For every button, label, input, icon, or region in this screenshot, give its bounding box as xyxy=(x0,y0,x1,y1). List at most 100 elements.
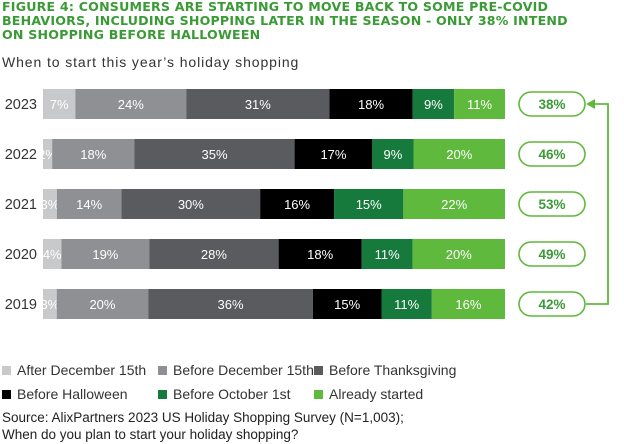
bar-segment-already-started-2023 xyxy=(454,89,505,119)
total-pill-2020 xyxy=(518,241,586,267)
bar-segment-before-dec15-2019 xyxy=(56,289,149,319)
data-label-already-started-2019: 16% xyxy=(455,297,481,312)
data-label-before-halloween-2022: 17% xyxy=(320,147,346,162)
legend-item-before-oct1: Before October 1st xyxy=(158,386,314,402)
trend-arrow xyxy=(586,99,609,305)
legend-swatch-before-oct1 xyxy=(158,389,167,399)
trend-arrow-line xyxy=(586,103,609,305)
legend-swatch-after-dec15 xyxy=(2,365,11,375)
bar-segment-before-dec15-2023 xyxy=(75,89,187,119)
legend-item-already-started: Already started xyxy=(314,386,472,402)
bar-segment-before-halloween-2023 xyxy=(329,89,413,119)
bar-segment-before-oct1-2023 xyxy=(412,89,455,119)
total-pill-2022 xyxy=(518,141,586,167)
bar-segment-before-oct1-2022 xyxy=(372,139,414,169)
total-label-2022: 46% xyxy=(538,147,565,162)
data-label-before-oct1-2021: 15% xyxy=(356,197,382,212)
data-label-before-halloween-2019: 15% xyxy=(334,297,360,312)
total-pill-2021 xyxy=(518,191,586,217)
legend-item-before-thanksgiving: Before Thanksgiving xyxy=(314,362,472,378)
data-label-after-dec15-2023: 7% xyxy=(50,97,69,112)
bar-segment-before-oct1-2020 xyxy=(361,239,413,269)
data-label-before-thanksgiving-2020: 28% xyxy=(201,247,227,262)
bar-segment-before-halloween-2022 xyxy=(294,139,373,169)
legend-swatch-before-dec15 xyxy=(158,365,167,375)
data-label-before-dec15-2021: 14% xyxy=(76,197,102,212)
data-label-before-halloween-2023: 18% xyxy=(358,97,384,112)
data-label-before-thanksgiving-2019: 36% xyxy=(218,297,244,312)
total-label-2019: 42% xyxy=(538,297,565,312)
source-line-1: Source: AlixPartners 2023 US Holiday Sho… xyxy=(2,410,404,425)
title-line-1: FIGURE 4: CONSUMERS ARE STARTING TO MOVE… xyxy=(2,0,549,14)
bar-segment-already-started-2019 xyxy=(431,289,505,319)
legend-label-before-thanksgiving: Before Thanksgiving xyxy=(329,362,457,378)
bar-segment-before-oct1-2021 xyxy=(334,189,404,219)
bar-segment-before-thanksgiving-2019 xyxy=(148,289,313,319)
data-label-before-thanksgiving-2023: 31% xyxy=(245,97,271,112)
source-note: Source: AlixPartners 2023 US Holiday Sho… xyxy=(2,409,612,443)
bar-segment-before-dec15-2021 xyxy=(56,189,122,219)
bar-row-2023: 2023 7% 24% 31% 18% 9% 11% 38% xyxy=(5,89,586,119)
data-label-before-oct1-2020: 11% xyxy=(375,247,400,262)
chart-title: FIGURE 4: CONSUMERS ARE STARTING TO MOVE… xyxy=(2,0,622,42)
bar-segment-after-dec15-2022 xyxy=(43,139,53,169)
bar-segment-before-dec15-2020 xyxy=(61,239,150,269)
source-line-2: When do you plan to start your holiday s… xyxy=(2,427,299,442)
bar-segment-before-dec15-2022 xyxy=(52,139,135,169)
bar-segment-after-dec15-2020 xyxy=(43,239,62,269)
legend-swatch-before-halloween xyxy=(2,389,11,399)
bar-segment-before-halloween-2020 xyxy=(278,239,362,269)
bar-segment-before-halloween-2019 xyxy=(312,289,382,319)
year-label-2022: 2022 xyxy=(5,147,37,163)
bar-segment-before-oct1-2019 xyxy=(381,289,432,319)
total-pill-2023 xyxy=(518,91,586,117)
data-label-before-dec15-2022: 18% xyxy=(80,147,106,162)
year-label-2021: 2021 xyxy=(5,197,37,213)
data-label-before-thanksgiving-2022: 35% xyxy=(202,147,228,162)
bar-segment-already-started-2022 xyxy=(413,139,505,169)
title-line-3: ON SHOPPING BEFORE HALLOWEEN xyxy=(2,27,261,42)
total-label-2020: 49% xyxy=(538,247,565,262)
bar-row-2022: 2022 2% 18% 35% 17% 9% 20% 46% xyxy=(5,139,586,169)
year-label-2023: 2023 xyxy=(5,97,37,113)
data-label-before-dec15-2019: 20% xyxy=(89,297,115,312)
title-line-2: BEHAVIORS, INCLUDING SHOPPING LATER IN T… xyxy=(2,13,568,28)
chart-legend: After December 15th Before December 15th… xyxy=(2,362,472,402)
legend-label-already-started: Already started xyxy=(329,386,424,402)
bar-row-2021: 2021 3% 14% 30% 16% 15% 22% 53% xyxy=(5,189,586,219)
legend-label-before-halloween: Before Halloween xyxy=(17,386,128,402)
legend-item-before-dec15: Before December 15th xyxy=(158,362,314,378)
data-label-already-started-2023: 11% xyxy=(467,97,492,112)
data-label-after-dec15-2019: 3% xyxy=(40,297,59,312)
bar-segment-already-started-2021 xyxy=(403,189,505,219)
total-pill-2019 xyxy=(518,291,586,317)
legend-label-before-dec15: Before December 15th xyxy=(173,362,314,378)
data-label-before-oct1-2019: 11% xyxy=(394,297,419,312)
total-label-2021: 53% xyxy=(538,197,565,212)
data-label-before-halloween-2021: 16% xyxy=(284,197,310,212)
bar-segment-after-dec15-2023 xyxy=(43,89,76,119)
bar-row-2019: 2019 3% 20% 36% 15% 11% 16% 42% xyxy=(5,289,586,319)
legend-label-after-dec15: After December 15th xyxy=(17,362,147,378)
data-label-before-oct1-2022: 9% xyxy=(384,147,403,162)
data-label-already-started-2021: 22% xyxy=(441,197,467,212)
bar-segment-before-thanksgiving-2020 xyxy=(149,239,279,269)
data-label-already-started-2020: 20% xyxy=(446,247,472,262)
bar-segment-already-started-2020 xyxy=(412,239,505,269)
legend-item-before-halloween: Before Halloween xyxy=(2,386,158,402)
data-label-before-thanksgiving-2021: 30% xyxy=(178,197,204,212)
bar-segment-before-halloween-2021 xyxy=(260,189,335,219)
year-label-2020: 2020 xyxy=(5,247,37,263)
data-label-already-started-2022: 20% xyxy=(446,147,472,162)
trend-arrow-head xyxy=(586,99,595,109)
data-label-before-dec15-2023: 24% xyxy=(118,97,144,112)
data-label-after-dec15-2020: 4% xyxy=(43,247,62,262)
legend-swatch-already-started xyxy=(314,389,323,399)
legend-swatch-before-thanksgiving xyxy=(314,365,323,375)
total-label-2023: 38% xyxy=(538,97,565,112)
data-label-before-halloween-2020: 18% xyxy=(307,247,333,262)
bar-segment-after-dec15-2021 xyxy=(43,189,57,219)
bar-segment-before-thanksgiving-2022 xyxy=(134,139,295,169)
chart-subtitle: When to start this year’s holiday shoppi… xyxy=(2,54,300,70)
